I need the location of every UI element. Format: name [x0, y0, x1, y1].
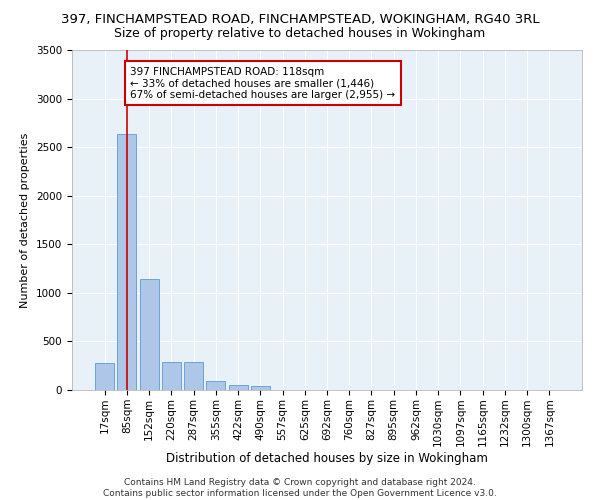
Bar — [229, 384, 248, 390]
Bar — [95, 364, 114, 390]
Bar — [162, 362, 181, 390]
Bar — [140, 279, 158, 390]
Text: 397, FINCHAMPSTEAD ROAD, FINCHAMPSTEAD, WOKINGHAM, RG40 3RL: 397, FINCHAMPSTEAD ROAD, FINCHAMPSTEAD, … — [61, 12, 539, 26]
Y-axis label: Number of detached properties: Number of detached properties — [20, 132, 31, 308]
Bar — [184, 362, 203, 390]
Bar — [118, 134, 136, 390]
Bar — [251, 386, 270, 390]
X-axis label: Distribution of detached houses by size in Wokingham: Distribution of detached houses by size … — [166, 452, 488, 465]
Bar — [206, 381, 225, 390]
Text: 397 FINCHAMPSTEAD ROAD: 118sqm
← 33% of detached houses are smaller (1,446)
67% : 397 FINCHAMPSTEAD ROAD: 118sqm ← 33% of … — [130, 66, 395, 100]
Text: Size of property relative to detached houses in Wokingham: Size of property relative to detached ho… — [115, 28, 485, 40]
Text: Contains HM Land Registry data © Crown copyright and database right 2024.
Contai: Contains HM Land Registry data © Crown c… — [103, 478, 497, 498]
